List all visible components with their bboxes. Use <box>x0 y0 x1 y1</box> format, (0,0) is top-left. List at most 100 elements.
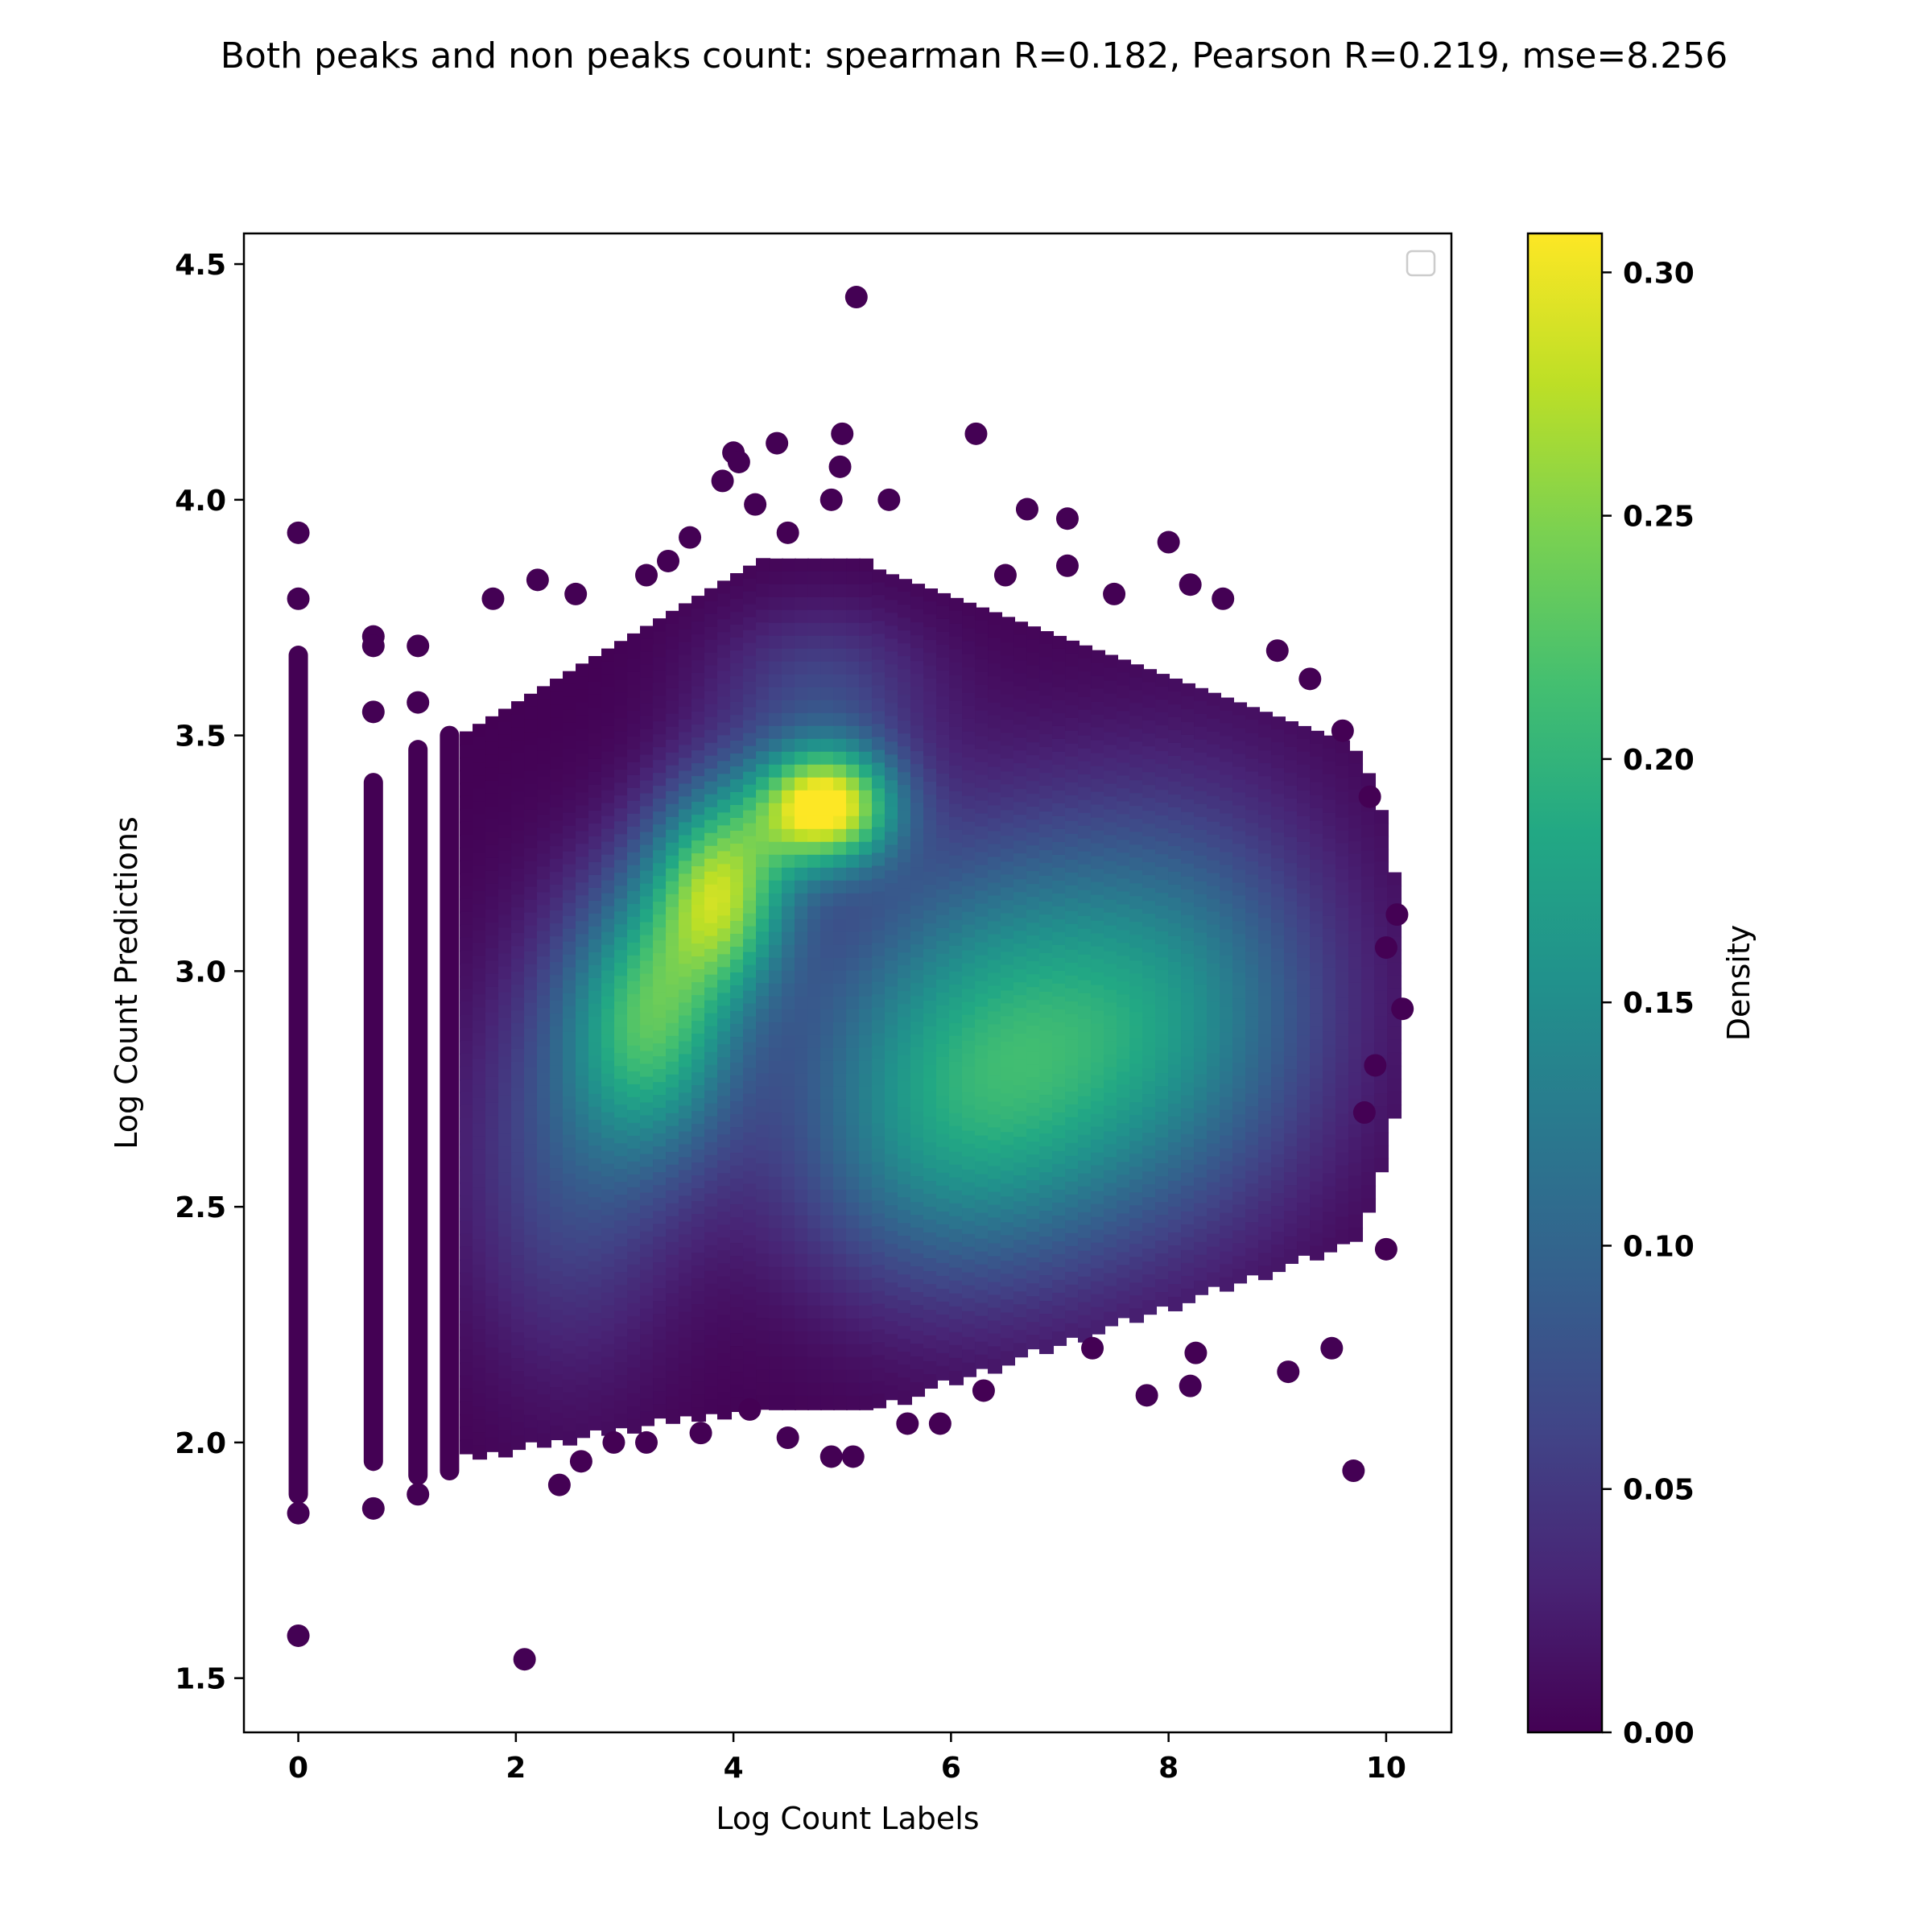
density-cell <box>524 925 539 940</box>
density-cell <box>653 1018 668 1033</box>
density-cell <box>1039 1314 1055 1329</box>
density-cell <box>730 818 745 833</box>
density-cell <box>653 1211 668 1226</box>
density-cell <box>820 996 836 1011</box>
density-cell <box>717 1289 733 1304</box>
density-cell <box>807 764 823 779</box>
density-cell <box>1374 1080 1389 1096</box>
density-cell <box>498 837 514 852</box>
density-cell <box>1258 1150 1274 1165</box>
density-cell <box>1117 1020 1132 1035</box>
density-cell <box>550 1258 565 1274</box>
density-cell <box>795 1318 810 1333</box>
density-cell <box>460 1233 475 1249</box>
density-cell <box>601 1369 617 1385</box>
density-cell <box>1348 840 1364 856</box>
density-cell <box>1194 1061 1209 1076</box>
density-cell <box>614 860 630 875</box>
density-cell <box>833 803 848 818</box>
density-cell <box>550 1117 565 1132</box>
density-cell <box>679 603 694 618</box>
density-cell <box>769 1009 784 1024</box>
density-cell <box>1323 735 1338 750</box>
density-cell <box>1142 1146 1158 1161</box>
density-cell <box>1194 778 1209 793</box>
density-cell <box>795 1099 810 1114</box>
density-cell <box>769 1279 784 1294</box>
density-cell <box>1104 1067 1119 1082</box>
density-cell <box>1181 760 1196 775</box>
density-cell <box>1039 1043 1055 1059</box>
density-cell <box>923 1078 939 1093</box>
scatter-point <box>407 634 430 658</box>
density-cell <box>910 867 926 882</box>
density-cell <box>923 1220 939 1235</box>
density-cell <box>1220 968 1235 983</box>
density-cell <box>640 1295 655 1311</box>
density-cell <box>898 592 913 607</box>
density-cell <box>485 1051 501 1066</box>
density-cell <box>653 1133 668 1149</box>
density-cell <box>485 870 501 886</box>
density-cell <box>563 812 578 828</box>
density-cell <box>679 1131 694 1146</box>
density-cell <box>1091 972 1106 987</box>
density-cell <box>563 799 578 815</box>
density-cell <box>563 1379 578 1394</box>
density-cell <box>524 1183 539 1198</box>
density-cell <box>1117 1071 1132 1087</box>
density-cell <box>795 906 810 921</box>
density-cell <box>601 1009 617 1024</box>
density-cell <box>1117 1123 1132 1138</box>
density-cell <box>563 1096 578 1111</box>
density-cell <box>1001 977 1016 993</box>
density-cell <box>640 1038 655 1053</box>
density-cell <box>666 997 681 1012</box>
density-cell <box>485 806 501 821</box>
density-cell <box>988 1153 1003 1168</box>
scatter-point <box>1331 719 1354 742</box>
density-cell <box>1117 698 1132 713</box>
density-cell <box>1013 776 1029 791</box>
density-cell <box>1039 927 1055 943</box>
density-cell <box>1168 716 1183 732</box>
density-cell <box>910 777 926 792</box>
density-cell <box>1194 752 1209 767</box>
density-cell <box>1026 626 1042 642</box>
density-cell <box>1181 773 1196 788</box>
density-cell <box>485 1295 501 1311</box>
density-cell <box>627 1122 642 1137</box>
density-cell <box>511 946 526 961</box>
density-cell <box>1155 880 1170 895</box>
density-cell <box>795 1279 810 1294</box>
density-cell <box>498 902 514 917</box>
density-cell <box>782 584 797 599</box>
density-cell <box>691 1137 707 1152</box>
density-cell <box>1039 1224 1055 1239</box>
density-cell <box>1297 1215 1312 1230</box>
density-cell <box>923 962 939 977</box>
density-cell <box>1181 1095 1196 1110</box>
density-cell <box>524 1376 539 1391</box>
density-cell <box>743 823 758 838</box>
density-cell <box>910 1125 926 1140</box>
density-cell <box>743 1029 758 1044</box>
density-cell <box>1052 790 1067 805</box>
density-cell <box>614 718 630 733</box>
density-cell <box>833 1241 848 1256</box>
scatter-point <box>1342 1459 1365 1483</box>
density-cell <box>1039 799 1055 814</box>
density-cell <box>910 1228 926 1243</box>
density-cell <box>1168 858 1183 873</box>
density-cell <box>588 681 604 696</box>
density-cell <box>807 700 823 715</box>
density-cell <box>936 1236 952 1252</box>
density-cell <box>743 1274 758 1289</box>
density-cell <box>460 1272 475 1287</box>
density-cell <box>1155 983 1170 998</box>
density-cell <box>1232 908 1248 923</box>
density-cell <box>962 1104 977 1120</box>
density-cell <box>460 1027 475 1042</box>
density-cell <box>473 1239 488 1254</box>
density-cell <box>511 778 526 794</box>
